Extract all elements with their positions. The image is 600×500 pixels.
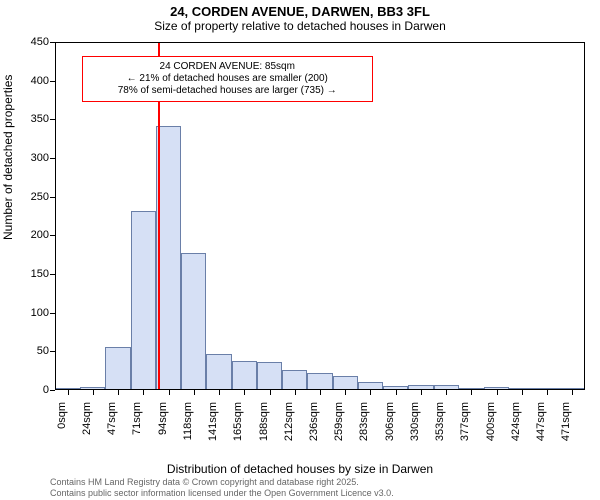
annotation-line2: ← 21% of detached houses are smaller (20… — [89, 73, 367, 85]
plot-area: 0501001502002503003504004500sqm24sqm47sq… — [55, 42, 585, 390]
x-tick-label: 353sqm — [434, 396, 446, 441]
x-tick-mark — [522, 390, 523, 395]
x-tick-mark — [497, 390, 498, 395]
x-tick-mark — [471, 390, 472, 395]
y-tick-mark — [50, 81, 55, 82]
x-tick-label: 118sqm — [182, 396, 194, 440]
y-tick-mark — [50, 197, 55, 198]
x-tick-mark — [194, 390, 195, 395]
x-tick-mark — [118, 390, 119, 395]
bar — [206, 354, 231, 390]
bar — [105, 347, 130, 390]
x-tick-mark — [370, 390, 371, 395]
annotation-box: 24 CORDEN AVENUE: 85sqm ← 21% of detache… — [82, 56, 374, 102]
x-tick-label: 212sqm — [283, 396, 295, 441]
bar — [358, 382, 383, 390]
x-tick-label: 447sqm — [535, 396, 547, 441]
chart-container: 24, CORDEN AVENUE, DARWEN, BB3 3FL Size … — [0, 0, 600, 500]
x-tick-mark — [169, 390, 170, 395]
y-tick-mark — [50, 119, 55, 120]
annotation-line1: 24 CORDEN AVENUE: 85sqm — [89, 61, 367, 73]
y-tick-mark — [50, 158, 55, 159]
chart-title-sub: Size of property relative to detached ho… — [0, 19, 600, 33]
y-tick-mark — [50, 274, 55, 275]
x-tick-mark — [396, 390, 397, 395]
x-tick-mark — [219, 390, 220, 395]
x-tick-label: 165sqm — [232, 396, 244, 441]
bar — [232, 361, 257, 390]
annotation-line3: 78% of semi-detached houses are larger (… — [89, 85, 367, 97]
bar — [156, 126, 181, 390]
x-tick-label: 330sqm — [409, 396, 421, 441]
x-tick-mark — [244, 390, 245, 395]
y-tick-mark — [50, 313, 55, 314]
footer-line1: Contains HM Land Registry data © Crown c… — [50, 477, 590, 487]
x-tick-mark — [320, 390, 321, 395]
x-tick-label: 236sqm — [308, 396, 320, 441]
y-axis-label: Number of detached properties — [1, 75, 15, 240]
bar — [131, 211, 156, 390]
x-tick-label: 188sqm — [258, 396, 270, 441]
bar — [257, 362, 282, 390]
x-axis-label: Distribution of detached houses by size … — [0, 462, 600, 476]
x-tick-mark — [295, 390, 296, 395]
x-tick-mark — [270, 390, 271, 395]
x-tick-label: 47sqm — [106, 396, 118, 435]
x-tick-mark — [572, 390, 573, 395]
y-tick-mark — [50, 390, 55, 391]
y-tick-mark — [50, 235, 55, 236]
title-block: 24, CORDEN AVENUE, DARWEN, BB3 3FL Size … — [0, 4, 600, 33]
x-tick-label: 283sqm — [358, 396, 370, 441]
footer-line2: Contains public sector information licen… — [50, 488, 590, 498]
bar — [307, 373, 332, 390]
x-tick-label: 377sqm — [459, 396, 471, 441]
y-tick-mark — [50, 42, 55, 43]
x-tick-label: 141sqm — [207, 396, 219, 441]
x-tick-label: 71sqm — [131, 396, 143, 435]
bar — [333, 376, 358, 390]
x-tick-label: 400sqm — [485, 396, 497, 441]
x-tick-mark — [143, 390, 144, 395]
x-tick-mark — [68, 390, 69, 395]
x-tick-label: 259sqm — [333, 396, 345, 441]
y-tick-mark — [50, 351, 55, 352]
x-tick-label: 471sqm — [560, 396, 572, 441]
x-tick-label: 0sqm — [56, 396, 68, 429]
x-tick-mark — [93, 390, 94, 395]
x-tick-label: 94sqm — [157, 396, 169, 435]
x-tick-mark — [547, 390, 548, 395]
x-tick-label: 24sqm — [81, 396, 93, 435]
x-tick-label: 306sqm — [384, 396, 396, 441]
x-tick-label: 424sqm — [510, 396, 522, 441]
bar — [282, 370, 307, 390]
x-tick-mark — [345, 390, 346, 395]
chart-title-main: 24, CORDEN AVENUE, DARWEN, BB3 3FL — [0, 4, 600, 19]
footer-attribution: Contains HM Land Registry data © Crown c… — [50, 477, 590, 498]
x-tick-mark — [421, 390, 422, 395]
x-tick-mark — [446, 390, 447, 395]
bar — [181, 253, 206, 390]
